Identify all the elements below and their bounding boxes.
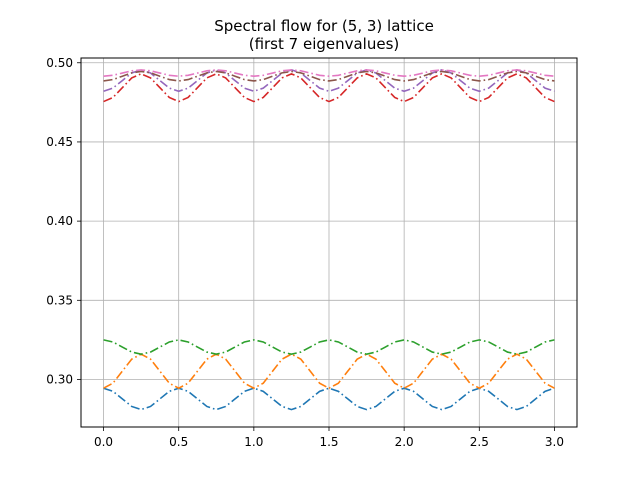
y-tick-label: 0.50 bbox=[46, 56, 73, 70]
y-tick-label: 0.35 bbox=[46, 293, 73, 307]
chart-subtitle: (first 7 eigenvalues) bbox=[249, 35, 400, 53]
x-tick-label: 3.0 bbox=[545, 435, 564, 449]
y-tick-label: 0.30 bbox=[46, 372, 73, 386]
y-tick-label: 0.40 bbox=[46, 214, 73, 228]
x-tick-label: 1.0 bbox=[244, 435, 263, 449]
x-tick-label: 1.5 bbox=[319, 435, 338, 449]
y-axis-ticks: 0.30 0.35 0.40 0.45 0.50 bbox=[46, 56, 81, 386]
x-tick-label: 0.0 bbox=[94, 435, 113, 449]
y-tick-label: 0.45 bbox=[46, 135, 73, 149]
series-line-3 bbox=[103, 339, 555, 355]
x-tick-label: 2.5 bbox=[470, 435, 489, 449]
series-line-5 bbox=[103, 69, 555, 93]
series-line-2 bbox=[103, 353, 555, 390]
series-line-4 bbox=[103, 72, 555, 103]
series-line-6 bbox=[103, 70, 555, 82]
x-axis-ticks: 0.0 0.5 1.0 1.5 2.0 2.5 3.0 bbox=[94, 427, 564, 449]
x-tick-label: 0.5 bbox=[169, 435, 188, 449]
series-line-7 bbox=[103, 69, 555, 78]
data-series bbox=[103, 69, 555, 411]
chart-title: Spectral flow for (5, 3) lattice bbox=[214, 17, 434, 35]
grid-lines bbox=[81, 58, 577, 427]
x-tick-label: 2.0 bbox=[395, 435, 414, 449]
